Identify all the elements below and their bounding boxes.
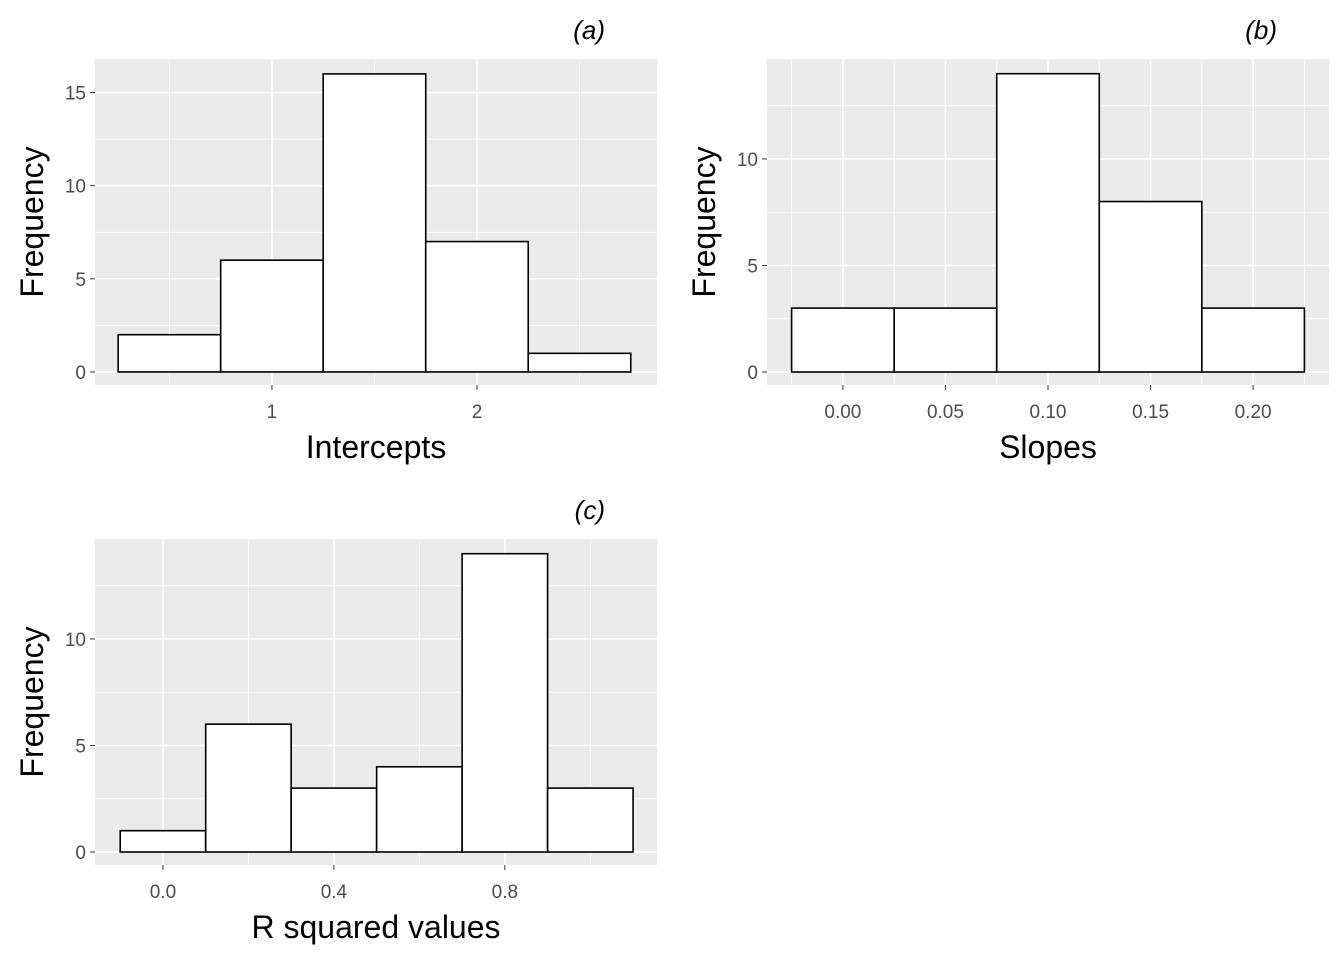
y-axis-title: Frequency <box>14 626 50 777</box>
x-tick-label: 0.0 <box>150 882 176 903</box>
histogram-bar <box>219 259 325 373</box>
histogram-bar <box>375 765 463 853</box>
x-tick-label: 2 <box>472 402 483 423</box>
histogram-bar <box>893 307 998 373</box>
histogram-bar <box>1201 307 1306 373</box>
y-tick-label: 10 <box>65 630 86 651</box>
x-tick-label: 0.8 <box>492 882 518 903</box>
panel-label: (c) <box>575 495 605 525</box>
x-tick-label: 0.15 <box>1132 402 1169 423</box>
panel-label: (b) <box>1245 15 1277 45</box>
histogram-bar <box>322 73 427 373</box>
histogram-panel-0: 1 2 0 5 10 15 Intercepts Frequency (a) <box>14 15 657 465</box>
x-axis-title: Intercepts <box>306 429 447 465</box>
y-tick-label: 10 <box>737 150 758 171</box>
histogram-bar <box>790 307 895 373</box>
x-tick-label: 0.00 <box>824 402 861 423</box>
x-axis-title: Slopes <box>999 429 1097 465</box>
histogram-panel-1: 0.00 0.05 0.10 0.15 0.20 0 5 10 Slopes Frequency (… <box>686 15 1329 465</box>
x-tick-label: 1 <box>267 402 278 423</box>
y-axis-title: Frequency <box>686 146 722 297</box>
histogram-bar <box>117 333 222 373</box>
histogram-panel-2: 0.0 0.4 0.8 0 5 10 R squared values Frequency (c… <box>14 495 657 945</box>
histogram-bar <box>527 352 632 373</box>
y-tick-label: 5 <box>75 736 86 757</box>
histogram-bar <box>995 72 1101 373</box>
y-tick-label: 0 <box>75 363 86 384</box>
histogram-bar <box>119 829 207 853</box>
histogram-bar <box>290 787 378 853</box>
histogram-bar <box>461 552 549 853</box>
y-tick-label: 15 <box>65 84 86 105</box>
histogram-bar <box>1098 200 1203 373</box>
y-tick-label: 0 <box>75 843 86 864</box>
x-axis-title: R squared values <box>251 909 500 945</box>
histogram-bar <box>424 240 530 373</box>
histogram-bar <box>204 723 292 853</box>
x-tick-label: 0.10 <box>1030 402 1067 423</box>
y-tick-label: 0 <box>747 363 758 384</box>
histogram-bar <box>546 787 634 853</box>
y-axis-title: Frequency <box>14 146 50 297</box>
x-tick-label: 0.20 <box>1235 402 1272 423</box>
x-tick-label: 0.4 <box>321 882 348 903</box>
y-tick-label: 5 <box>747 256 758 277</box>
y-tick-label: 10 <box>65 177 86 198</box>
y-tick-label: 5 <box>75 270 86 291</box>
panel-label: (a) <box>573 15 605 45</box>
x-tick-label: 0.05 <box>927 402 964 423</box>
